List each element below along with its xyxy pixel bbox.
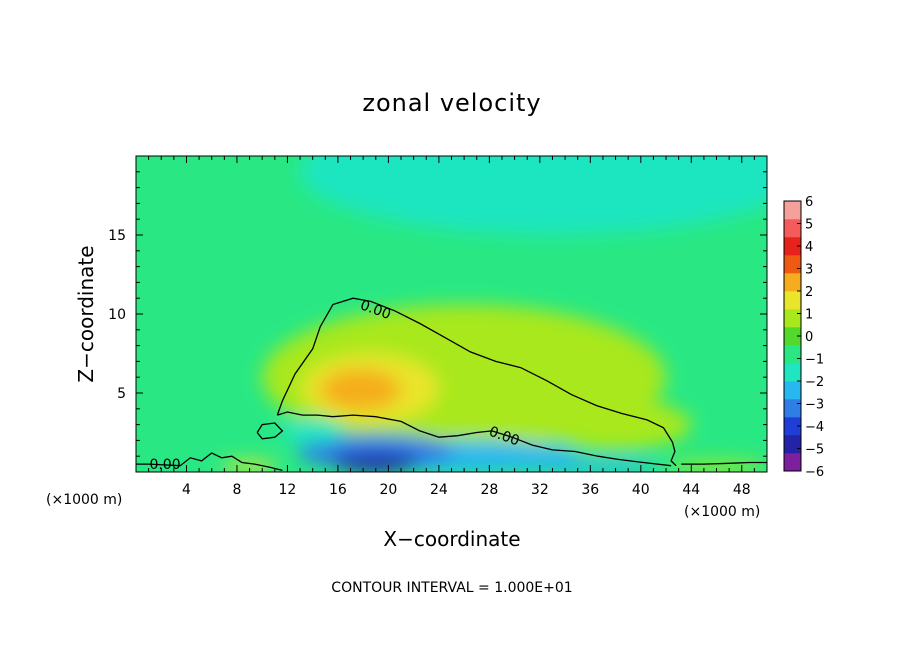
- colorbar-swatch: [784, 255, 801, 274]
- colorbar-swatch: [784, 435, 801, 454]
- colorbar-label: 1: [805, 308, 813, 323]
- y-tick-label: 10: [108, 307, 126, 323]
- colorbar-swatch: [784, 219, 801, 238]
- x-tick-labels: 4 8 12 16 20 24 28 32 36 40 44 48: [182, 482, 751, 498]
- colorbar-label: −6: [805, 465, 824, 480]
- colorbar-label: 2: [805, 285, 813, 300]
- colorbar-label: −2: [805, 375, 824, 390]
- x-tick-label: 12: [279, 482, 297, 498]
- field-blob: [320, 369, 402, 411]
- x-axis-label: X−coordinate: [383, 527, 520, 551]
- colorbar-swatch: [784, 201, 801, 220]
- colorbar-label: −1: [805, 353, 824, 368]
- x-tick-label: 8: [232, 482, 241, 498]
- contour-zero-outer: [276, 297, 677, 467]
- colorbar-label: 0: [805, 330, 813, 345]
- chart-title: zonal velocity: [362, 89, 541, 117]
- colorbar-swatch: [784, 381, 801, 400]
- x-tick-label: 16: [329, 482, 347, 498]
- y-tick-label: 15: [108, 228, 126, 244]
- x-tick-label: 28: [480, 482, 498, 498]
- zero-contour-lines: [136, 297, 767, 472]
- colorbar-label: 6: [805, 195, 813, 210]
- field-blob: [539, 399, 692, 450]
- colorbar-swatch: [784, 363, 801, 382]
- field-blob: [331, 453, 420, 472]
- colorbar-label: 4: [805, 240, 813, 255]
- colorbar-swatch: [784, 327, 801, 346]
- contour-zero-right: [681, 461, 767, 465]
- colorbar-swatch: [784, 309, 801, 328]
- plot-area: 0.000.000.00: [135, 155, 768, 473]
- colorbar-label: −5: [805, 443, 824, 458]
- colorbar-label: −4: [805, 420, 824, 435]
- colorbar-swatch: [784, 453, 801, 472]
- axis-ticks: [136, 156, 767, 472]
- x-tick-label: 20: [379, 482, 397, 498]
- contour-zero-lower: [491, 430, 672, 467]
- x-tick-label: 36: [581, 482, 599, 498]
- x-tick-label: 48: [733, 482, 751, 498]
- field-blob: [300, 156, 767, 235]
- x-tick-label: 4: [182, 482, 191, 498]
- contour-zero-inner: [277, 411, 492, 438]
- colorbar-swatch: [784, 399, 801, 418]
- x-tick-label: 32: [531, 482, 549, 498]
- colorbar-swatch: [784, 237, 801, 256]
- contour-zero-surface: [136, 452, 283, 472]
- x-unit-left: (×1000 m): [46, 492, 122, 508]
- contour-interval-note: CONTOUR INTERVAL = 1.000E+01: [331, 580, 572, 596]
- colorbar-swatch: [784, 417, 801, 436]
- colorbar-swatch: [784, 345, 801, 364]
- y-axis-label: Z−coordinate: [74, 245, 98, 382]
- field-blob: [281, 418, 345, 444]
- colorbar-swatch: [784, 291, 801, 310]
- x-tick-label: 24: [430, 482, 448, 498]
- colorbar-label: −3: [805, 398, 824, 413]
- colorbar-label: 5: [805, 218, 813, 233]
- contour-label: 0.00: [149, 457, 180, 473]
- contour-zero-small: [256, 422, 284, 440]
- y-tick-label: 5: [117, 386, 126, 402]
- x-tick-label: 44: [682, 482, 700, 498]
- x-tick-label: 40: [632, 482, 650, 498]
- colorbar: 6 5 4 3 2 1 0 −1 −2 −3 −4 −5 −6: [783, 195, 824, 480]
- x-unit-right: (×1000 m): [684, 504, 760, 520]
- colorbar-swatch: [784, 273, 801, 292]
- field-blob: [221, 460, 278, 472]
- colorbar-label: 3: [805, 263, 813, 278]
- y-tick-labels: 5 10 15: [108, 228, 126, 402]
